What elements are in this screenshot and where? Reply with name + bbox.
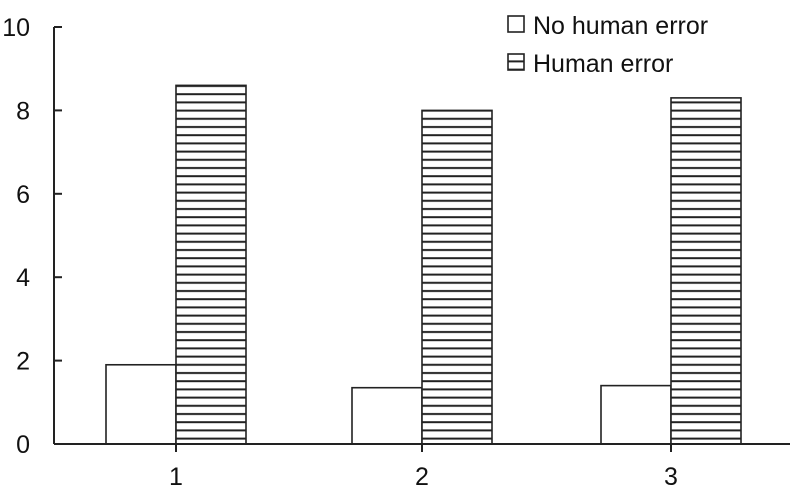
legend-label-no-human-error: No human error: [533, 12, 708, 40]
y-tick-label: 8: [16, 97, 30, 125]
y-tick-label: 4: [16, 264, 30, 292]
bar-no-human-error-2: [351, 386, 423, 445]
y-tick-label: 10: [2, 14, 30, 42]
y-tick-label: 0: [16, 431, 30, 459]
y-tick-label: 6: [16, 181, 30, 209]
x-axis-ticks: 1 2 3: [169, 444, 678, 489]
x-tick-label: 2: [415, 463, 429, 489]
x-tick-label: 1: [169, 463, 183, 489]
bar-human-error-1: [175, 84, 247, 445]
x-tick-label: 3: [664, 463, 678, 489]
y-axis-ticks: 0 2 4 6 8 10: [2, 14, 62, 459]
legend-label-human-error: Human error: [533, 50, 673, 78]
legend: No human error Human error: [507, 12, 708, 78]
y-tick-label: 2: [16, 348, 30, 376]
legend-swatch-no-human-error: [507, 15, 525, 33]
bar-human-error-3: [670, 97, 742, 445]
bar-no-human-error-1: [105, 363, 177, 445]
legend-swatch-human-error: [507, 53, 525, 71]
bar-no-human-error-3: [600, 384, 672, 445]
bar-human-error-2: [421, 109, 493, 445]
bars: [105, 84, 742, 445]
